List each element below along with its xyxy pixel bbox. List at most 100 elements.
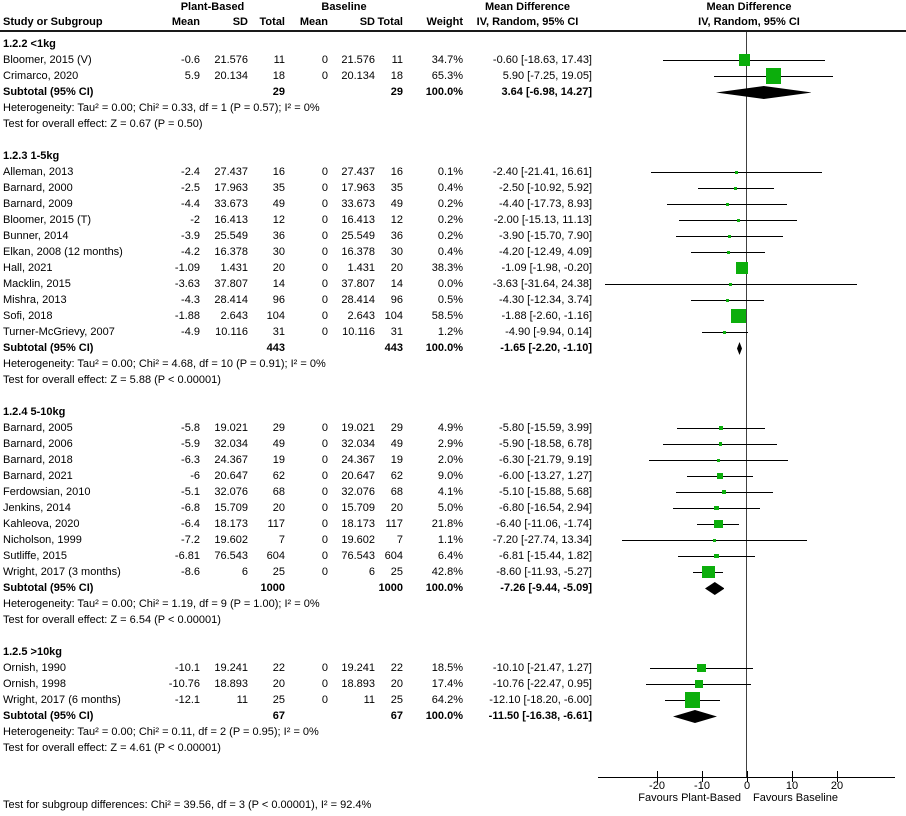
effect-square — [684, 692, 701, 708]
study-row: Barnard, 2006 -5.9 32.034 49 0 32.034 49 2.9% -5… — [0, 436, 906, 452]
study-plot-cell — [592, 68, 906, 84]
weight: 1.1% — [437, 534, 463, 546]
study-row: Ornish, 1998 -10.76 18.893 20 0 18.893 20 17.4%… — [0, 676, 906, 692]
bl-total: 62 — [390, 470, 403, 482]
weight: 0.4% — [437, 246, 463, 258]
pb-sd: 19.021 — [214, 422, 248, 434]
effect-square — [702, 565, 715, 579]
pb-mean: -7.2 — [181, 534, 200, 546]
subtotal-row: Subtotal (95% CI) 443 443 100.0% -1.65 [-2.2… — [0, 340, 906, 356]
weight: 5.0% — [437, 502, 463, 514]
bl-sd: 25.549 — [341, 230, 375, 242]
group-label-row: 1.2.2 <1kg — [0, 36, 906, 52]
effect-square — [718, 442, 723, 446]
pb-mean: -3.63 — [174, 278, 200, 290]
study-row: Barnard, 2021 -6 20.647 62 0 20.647 62 9.0% -6.0… — [0, 468, 906, 484]
effect-square — [694, 680, 703, 688]
ci-text: -6.80 [-16.54, 2.94] — [499, 502, 592, 514]
bl-total: 14 — [390, 278, 403, 290]
pb-mean: -2 — [190, 214, 200, 226]
bl-total: 604 — [384, 550, 403, 562]
bl-mean: 0 — [321, 326, 328, 338]
bl-total: 104 — [384, 310, 403, 322]
subtotal-ci-text: -1.65 [-2.20, -1.10] — [500, 342, 592, 354]
pb-total: 7 — [278, 534, 285, 546]
study-name: Alleman, 2013 — [3, 166, 74, 178]
bl-sd: 19.021 — [341, 422, 375, 434]
bl-sd: 20.647 — [341, 470, 375, 482]
axis-tick-label: -20 — [649, 780, 665, 792]
group-label-row: 1.2.4 5-10kg — [0, 404, 906, 420]
axis-tick-label: 0 — [743, 780, 751, 792]
subtotal-pb-total: 443 — [266, 342, 285, 354]
study-plot-cell — [592, 180, 906, 196]
overall-test-row: Test for overall effect: Z = 6.54 (P < 0… — [0, 612, 906, 628]
pb-mean: -0.6 — [181, 54, 200, 66]
study-row: Crimarco, 2020 5.9 20.134 18 0 20.134 18 65.3% 5… — [0, 68, 906, 84]
pb-sd: 16.413 — [214, 214, 248, 226]
study-name: Bunner, 2014 — [3, 230, 69, 242]
effect-square — [714, 505, 719, 511]
heterogeneity-text: Heterogeneity: Tau² = 0.00; Chi² = 1.19,… — [3, 598, 320, 610]
pb-total: 29 — [272, 422, 285, 434]
group-label: 1.2.5 >10kg — [3, 646, 63, 658]
bl-total: 20 — [390, 678, 403, 690]
bl-sd: 76.543 — [341, 550, 375, 562]
effect-square — [736, 262, 748, 274]
bl-mean: 0 — [321, 486, 328, 498]
subtotal-weight: 100.0% — [425, 582, 463, 594]
pb-sd: 21.576 — [214, 54, 248, 66]
col-study-or-subgroup: Study or Subgroup — [3, 16, 103, 28]
pb-total: 25 — [272, 566, 285, 578]
study-row: Bunner, 2014 -3.9 25.549 36 0 25.549 36 0.2% -3.… — [0, 228, 906, 244]
bl-total: 12 — [390, 214, 403, 226]
ci-text: -4.30 [-12.34, 3.74] — [499, 294, 592, 306]
col-ci-plot: IV, Random, 95% CI — [698, 16, 800, 28]
pb-total: 22 — [272, 662, 285, 674]
bl-total: 16 — [390, 166, 403, 178]
study-row: Jenkins, 2014 -6.8 15.709 20 0 15.709 20 5.0% -6… — [0, 500, 906, 516]
bl-sd: 27.437 — [341, 166, 375, 178]
pb-sd: 15.709 — [214, 502, 248, 514]
pb-mean: -2.5 — [181, 182, 200, 194]
weight: 42.8% — [431, 566, 463, 578]
study-plot-cell — [592, 452, 906, 468]
axis-tick-label: 10 — [785, 780, 799, 792]
bl-total: 96 — [390, 294, 403, 306]
pb-total: 11 — [273, 54, 285, 66]
bl-mean: 0 — [321, 550, 328, 562]
pb-mean: -4.4 — [181, 198, 200, 210]
header-spacer — [403, 0, 463, 15]
pb-mean: -6.8 — [181, 502, 200, 514]
study-name: Macklin, 2015 — [3, 278, 71, 290]
effect-square — [726, 298, 730, 302]
study-name: Ornish, 1990 — [3, 662, 66, 674]
study-plot-cell — [592, 468, 906, 484]
study-plot-cell — [592, 420, 906, 436]
pb-sd: 32.034 — [214, 438, 248, 450]
bl-total: 25 — [390, 694, 403, 706]
study-row: Bloomer, 2015 (V) -0.6 21.576 11 0 21.576 11 34… — [0, 52, 906, 68]
overall-test-text: Test for overall effect: Z = 0.67 (P = 0… — [3, 118, 203, 130]
study-name: Jenkins, 2014 — [3, 502, 71, 514]
subtotal-bl-total: 1000 — [378, 582, 403, 594]
bl-total: 36 — [390, 230, 403, 242]
study-row: Sutliffe, 2015 -6.81 76.543 604 0 76.543 604 6.… — [0, 548, 906, 564]
bl-sd: 18.173 — [341, 518, 375, 530]
effect-square — [726, 250, 730, 254]
study-name: Wright, 2017 (6 months) — [3, 694, 121, 706]
study-row: Wright, 2017 (3 months) -8.6 6 25 0 6 25 42.8% -… — [0, 564, 906, 580]
pb-sd: 1.431 — [220, 262, 248, 274]
study-name: Barnard, 2005 — [3, 422, 73, 434]
study-name: Nicholson, 1999 — [3, 534, 82, 546]
heterogeneity-row: Heterogeneity: Tau² = 0.00; Chi² = 0.11,… — [0, 724, 906, 740]
study-name: Barnard, 2000 — [3, 182, 73, 194]
mean-difference-header-text: Mean Difference — [485, 1, 570, 13]
bl-total: 20 — [390, 502, 403, 514]
bl-sd: 16.378 — [341, 246, 375, 258]
study-name: Kahleova, 2020 — [3, 518, 80, 530]
col-pb-sd: SD — [232, 16, 248, 28]
subtotal-weight: 100.0% — [425, 710, 463, 722]
bl-mean: 0 — [321, 310, 328, 322]
study-plot-cell — [592, 260, 906, 276]
